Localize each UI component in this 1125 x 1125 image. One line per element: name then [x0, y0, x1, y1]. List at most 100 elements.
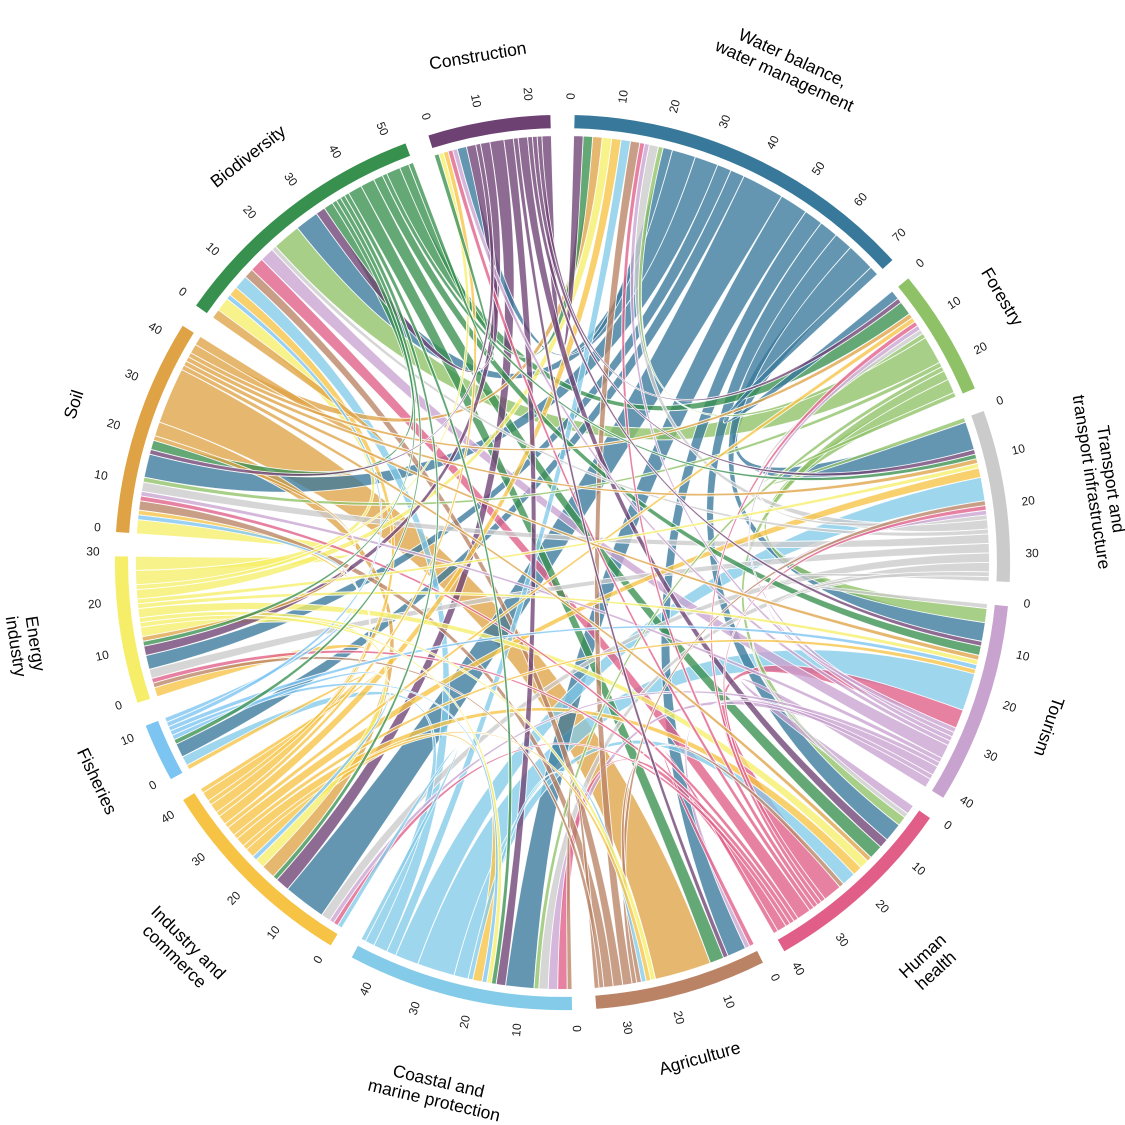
- chord-ribbon: [171, 671, 392, 861]
- axis-tick-label: 10: [264, 923, 283, 942]
- ribbons-layer: [135, 135, 990, 990]
- axis-tick-label: 30: [833, 930, 852, 949]
- axis-tick-label: 40: [326, 142, 345, 161]
- sector-arc: [970, 409, 1011, 583]
- axis-tick-label: 20: [457, 1014, 473, 1030]
- sector-label: Energyindustry: [2, 612, 50, 679]
- axis-tick-label: 20: [224, 888, 244, 908]
- chord-ribbon: [139, 495, 799, 922]
- axis-tick-label: 20: [666, 98, 683, 115]
- chord-ribbon: [531, 135, 977, 477]
- axis-tick-label: 30: [620, 1020, 636, 1035]
- sector-arc: [350, 944, 573, 1011]
- sector-label: Biodiversity: [206, 121, 289, 192]
- axis-tick-label: 10: [1015, 648, 1031, 665]
- axis-tick-label: 50: [809, 159, 828, 178]
- axis-tick-label: 10: [509, 1022, 524, 1037]
- axis-tick-label: 10: [468, 93, 484, 109]
- axis-tick-label: 0: [113, 698, 124, 713]
- chord-ribbon: [194, 309, 386, 446]
- axis-tick-label: 40: [789, 959, 808, 978]
- sector-label: Agriculture: [657, 1037, 743, 1079]
- axis-tick-label: 60: [851, 190, 871, 209]
- sector-label: Humanhealth: [895, 929, 963, 996]
- axis-tick-label: 40: [158, 807, 177, 826]
- sector-arc: [930, 604, 1009, 799]
- chord-ribbon: [142, 361, 943, 506]
- chord-ribbon: [536, 135, 902, 402]
- chord-ribbon: [138, 611, 657, 981]
- chord-ribbon: [152, 656, 605, 989]
- sector-label: Water balance,water management: [711, 17, 865, 116]
- axis-tick-label: 0: [768, 971, 784, 984]
- axis-tick-label: 0: [176, 284, 190, 299]
- chord-ribbon: [165, 294, 383, 728]
- axis-tick-label: 30: [281, 170, 300, 189]
- axis-tick-label: 0: [564, 92, 578, 99]
- axis-tick-label: 20: [240, 202, 260, 222]
- axis-tick-label: 0: [146, 777, 159, 793]
- axis-tick-label: 10: [1010, 441, 1027, 458]
- chord-ribbon: [183, 360, 980, 661]
- chord-ribbon: [512, 137, 729, 959]
- axis-tick-label: 10: [119, 730, 137, 748]
- axis-tick-label: 10: [94, 647, 110, 664]
- axis-tick-label: 0: [941, 817, 955, 832]
- axis-tick-label: 10: [909, 859, 929, 879]
- chord-ribbon: [276, 139, 515, 890]
- chord-ribbon: [173, 197, 422, 745]
- axis-tick-label: 10: [93, 467, 109, 483]
- axis-tick-label: 10: [944, 293, 963, 312]
- chord-ribbon: [495, 137, 537, 987]
- axis-tick-label: 40: [146, 319, 165, 338]
- sector-label: Fisheries: [73, 745, 121, 818]
- axis-tick-label: 10: [203, 239, 223, 259]
- chord-ribbon: [620, 744, 845, 984]
- chord-ribbon: [272, 194, 440, 881]
- sector-arc: [182, 791, 339, 947]
- axis-tick-label: 10: [720, 993, 738, 1011]
- chord-ribbon: [408, 153, 495, 362]
- axis-tick-label: 0: [1023, 596, 1031, 611]
- chord-ribbon: [527, 136, 983, 647]
- sector-label: Construction: [428, 38, 528, 74]
- axis-tick-label: 0: [994, 393, 1005, 409]
- axis-tick-label: 20: [87, 596, 102, 611]
- sector-arc: [194, 142, 412, 315]
- axis-tick-label: 30: [123, 366, 141, 384]
- sector-arcs-layer: [114, 114, 1011, 1011]
- axis-tick-label: 0: [94, 520, 102, 534]
- sector-label: Soil: [60, 387, 88, 421]
- chord-ribbon: [142, 199, 417, 647]
- chord-ribbon: [638, 145, 927, 417]
- chord-ribbon: [148, 142, 495, 477]
- axis-tick-label: 0: [913, 255, 927, 270]
- sector-label: Forestry: [977, 264, 1027, 329]
- sector-label: Coastal andmarine protection: [366, 1056, 507, 1125]
- sector-arc: [897, 277, 976, 395]
- sector-arc: [573, 114, 894, 271]
- axis-tick-label: 20: [105, 416, 122, 433]
- chord-ribbon: [533, 365, 945, 990]
- axis-tick-label: 30: [86, 544, 100, 558]
- axis-tick-label: 20: [1001, 698, 1018, 716]
- chord-ribbon: [343, 192, 513, 985]
- sector-arc: [115, 324, 195, 534]
- chord-ribbon: [517, 136, 888, 848]
- chord-ribbon: [271, 245, 990, 537]
- axis-tick-label: 20: [671, 1009, 688, 1026]
- axis-tick-label: 30: [189, 849, 208, 869]
- sector-arc: [776, 809, 932, 953]
- axis-tick-label: 30: [982, 746, 1000, 764]
- axis-tick-label: 0: [419, 111, 434, 122]
- axis-tick-label: 20: [971, 339, 990, 358]
- sector-arc: [427, 114, 552, 150]
- chord-ribbon: [662, 750, 779, 947]
- axis-tick-label: 20: [873, 897, 893, 917]
- axis-tick-label: 20: [521, 87, 536, 102]
- sector-arc: [594, 949, 765, 1010]
- axis-tick-label: 40: [356, 980, 374, 998]
- axis-tick-label: 0: [310, 953, 326, 966]
- axis-tick-label: 50: [373, 120, 391, 138]
- axis-tick-label: 30: [716, 113, 734, 131]
